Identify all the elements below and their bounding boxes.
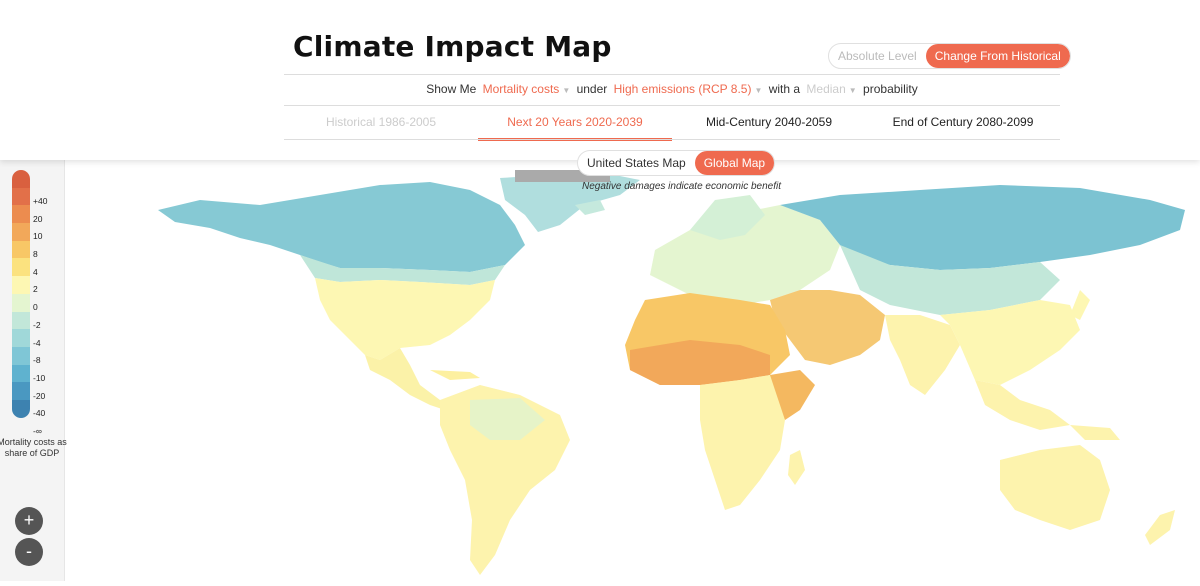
legend-swatch <box>12 258 30 277</box>
map-region-iceland <box>575 200 605 215</box>
zoom-out-button[interactable]: - <box>15 538 43 566</box>
map-region-central-asia <box>840 245 1060 315</box>
legend-swatch <box>12 346 30 365</box>
legend-swatch <box>12 382 30 400</box>
divider <box>284 139 1060 140</box>
chevron-down-icon: ▼ <box>562 86 571 95</box>
map-region-greenland <box>500 172 640 232</box>
zoom-in-button[interactable]: + <box>15 507 43 535</box>
legend-swatch <box>12 187 30 206</box>
map-region-scandinavia <box>690 195 765 240</box>
map-region-sahel <box>630 340 770 385</box>
tab-mid-century[interactable]: Mid-Century 2040-2059 <box>705 115 833 129</box>
divider <box>284 74 1060 75</box>
map-region-japan <box>1070 290 1090 320</box>
absolute-level-button[interactable]: Absolute Level <box>838 49 917 63</box>
map-region-south-america <box>440 385 570 575</box>
global-map-button[interactable]: Global Map <box>694 151 775 175</box>
legend-swatch <box>12 170 30 188</box>
legend-tick: 4 <box>33 266 38 277</box>
legend-tick: -∞ <box>33 425 42 436</box>
legend-tick: -10 <box>33 372 46 383</box>
legend-swatch <box>12 399 30 418</box>
map-region-new-guinea <box>1070 425 1120 440</box>
legend-swatch <box>12 240 30 259</box>
chevron-down-icon: ▼ <box>754 86 763 95</box>
probability-dropdown[interactable]: Median ▼ <box>806 82 856 96</box>
period-tabs: Historical 1986-2005 Next 20 Years 2020-… <box>284 107 1060 141</box>
legend-swatch <box>12 276 30 294</box>
map-region-canada-south <box>300 255 505 285</box>
map-region-north-america-north <box>158 182 525 272</box>
scenario-dropdown[interactable]: High emissions (RCP 8.5) ▼ <box>614 82 763 96</box>
legend-caption-line2: share of GDP <box>4 448 60 458</box>
map-region-usa <box>315 278 495 360</box>
world-map[interactable] <box>65 160 1200 581</box>
map-region-middle-east <box>770 290 885 365</box>
under-label: under <box>576 82 608 96</box>
tab-end-of-century[interactable]: End of Century 2080-2099 <box>892 115 1034 129</box>
legend-tick: 0 <box>33 302 38 313</box>
probability-label: probability <box>863 82 918 96</box>
legend-caption-line1: Mortality costs as <box>0 437 67 447</box>
map-region-horn-of-africa <box>770 370 815 420</box>
tab-historical[interactable]: Historical 1986-2005 <box>325 115 437 129</box>
legend-tick: 10 <box>33 231 43 242</box>
scenario-value: High emissions (RCP 8.5) <box>613 82 752 96</box>
legend-swatch <box>12 205 30 224</box>
chevron-down-icon: ▼ <box>848 86 857 95</box>
map-region-australia <box>1000 445 1110 530</box>
map-region-russia <box>780 185 1185 270</box>
with-a-label: with a <box>768 82 801 96</box>
map-region-east-asia <box>940 300 1080 385</box>
legend-tick: 8 <box>33 249 38 260</box>
map-region-amazon <box>470 398 545 440</box>
united-states-map-button[interactable]: United States Map <box>587 156 686 170</box>
metric-dropdown[interactable]: Mortality costs ▼ <box>483 82 571 96</box>
header: Climate Impact Map Absolute Level Change… <box>0 0 1200 160</box>
legend-swatch <box>12 364 30 383</box>
legend-tick: +40 <box>33 196 48 206</box>
show-me-row: Show Me Mortality costs ▼ under High emis… <box>284 82 1060 96</box>
color-legend <box>12 170 30 418</box>
legend-tick: -2 <box>33 319 41 330</box>
world-map-svg <box>158 170 1185 575</box>
map-region-central-southern-africa <box>700 375 785 510</box>
legend-tick: -4 <box>33 337 41 348</box>
tab-next-20-years[interactable]: Next 20 Years 2020-2039 <box>478 107 672 141</box>
legend-swatch <box>12 223 30 241</box>
level-toggle: Absolute Level Change From Historical <box>828 43 1071 69</box>
legend-caption: Mortality costs as share of GDP <box>0 437 68 459</box>
map-region-madagascar <box>788 450 805 485</box>
map-toggle: United States Map Global Map <box>577 150 776 176</box>
legend-tick: -40 <box>33 408 46 419</box>
legend-tick: -8 <box>33 355 41 366</box>
map-region-caribbean <box>430 370 480 380</box>
metric-value: Mortality costs <box>482 82 560 96</box>
legend-swatch <box>12 293 30 312</box>
legend-swatch <box>12 329 30 347</box>
divider <box>284 105 1060 106</box>
show-me-label: Show Me <box>426 82 477 96</box>
legend-tick: 20 <box>33 213 43 224</box>
legend-tick: -20 <box>33 390 46 401</box>
map-region-new-zealand <box>1145 510 1175 545</box>
legend-swatch <box>12 311 30 330</box>
legend-tick: 2 <box>33 284 38 295</box>
map-region-southeast-asia <box>975 380 1070 430</box>
legend-ticks: +40 20 10 8 4 2 0 -2 -4 -8 -10 -20 -40 -∞ <box>33 193 47 441</box>
map-region-south-asia <box>885 315 960 395</box>
benefit-note: Negative damages indicate economic benef… <box>582 181 782 192</box>
change-from-historical-button[interactable]: Change From Historical <box>925 44 1070 68</box>
map-region-central-america <box>365 348 445 410</box>
page-title: Climate Impact Map <box>293 30 612 63</box>
probability-value: Median <box>806 82 846 96</box>
